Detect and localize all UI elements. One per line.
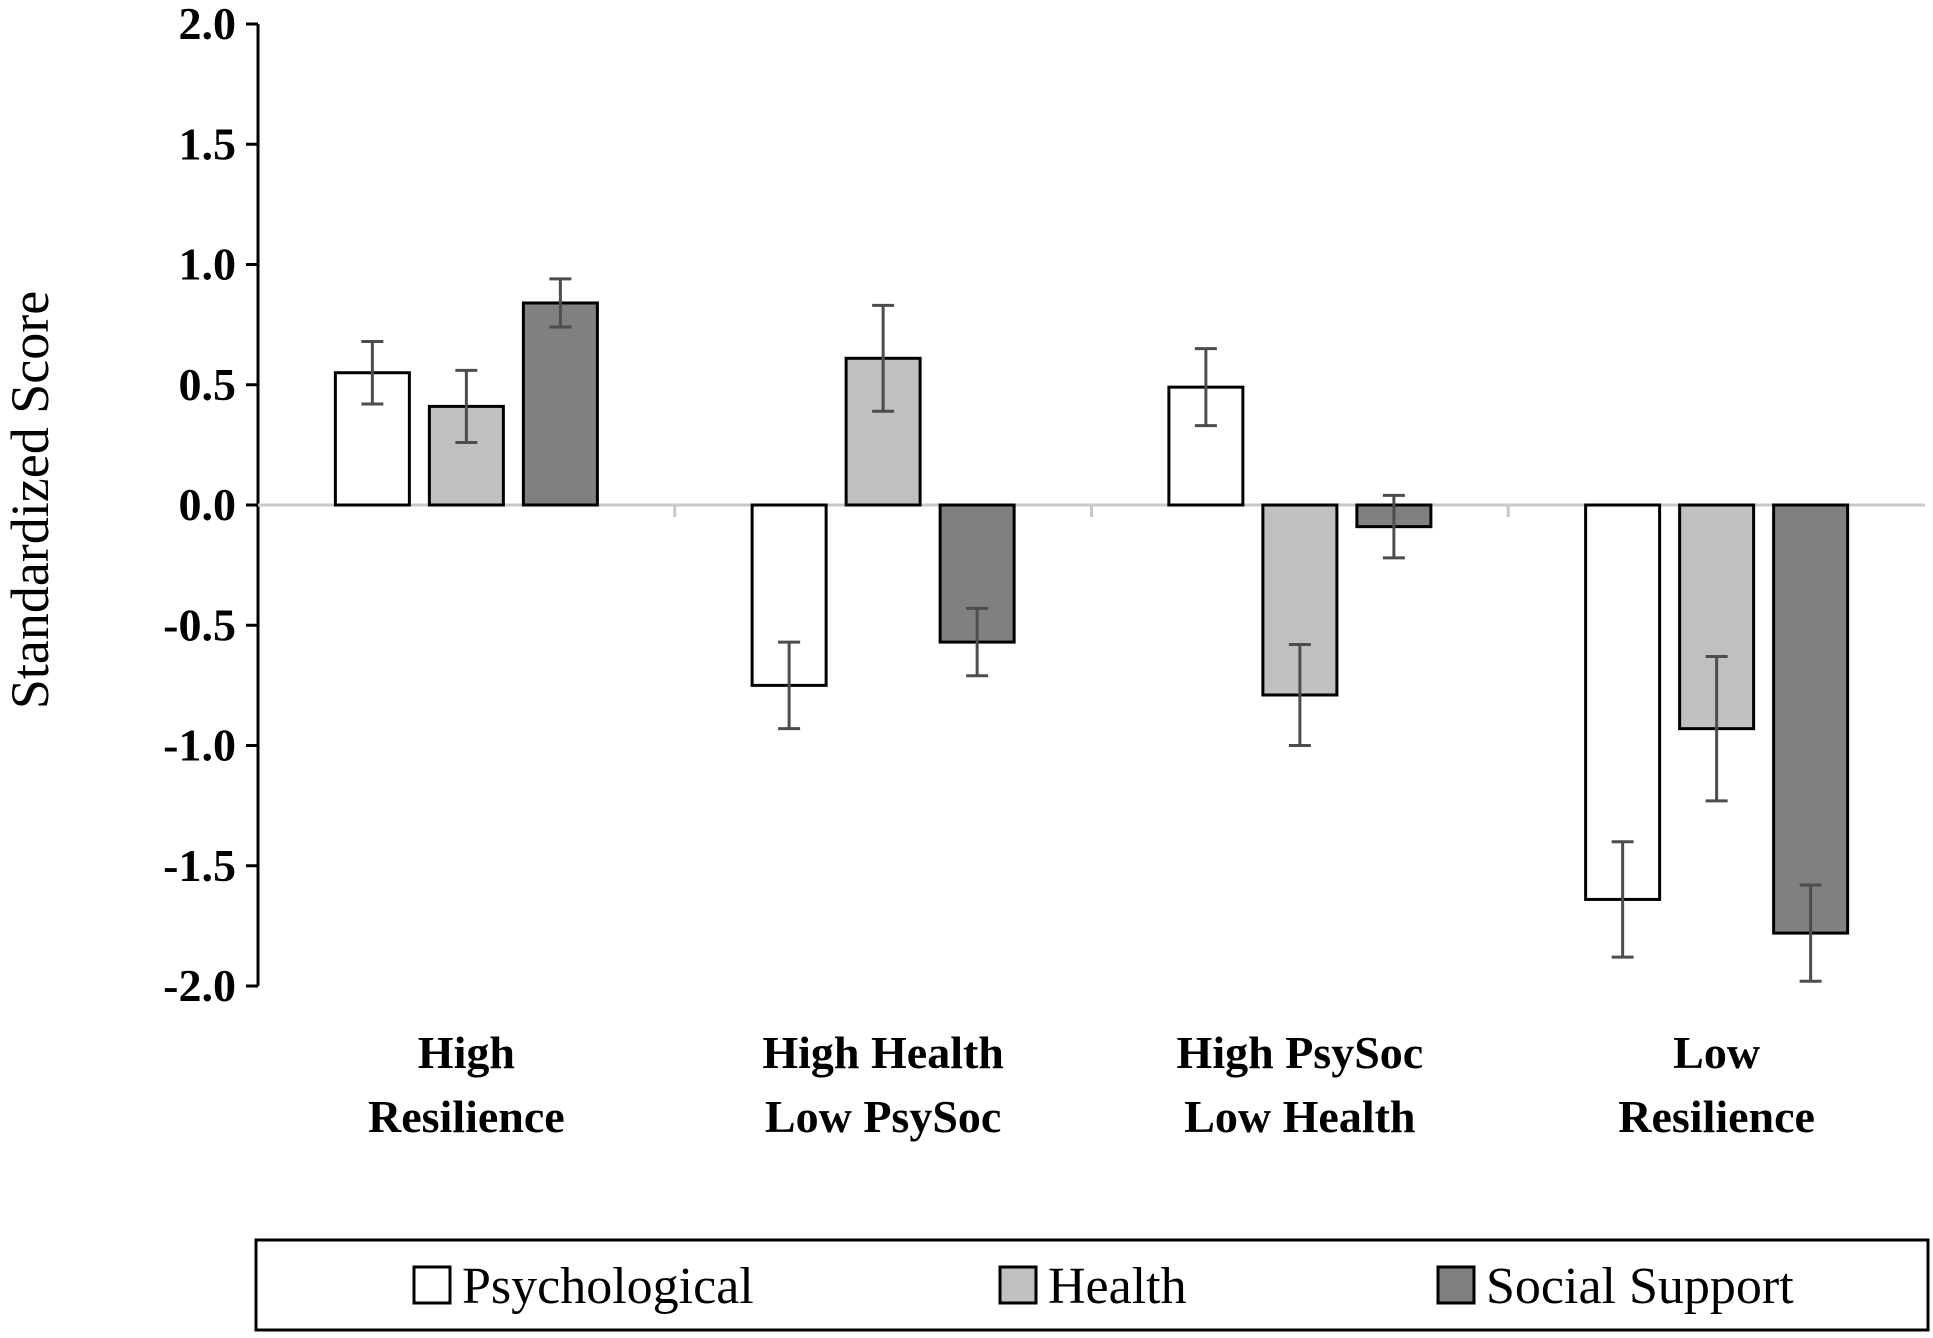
x-category-label: High — [418, 1027, 515, 1078]
bar-psychological — [1584, 503, 1662, 901]
y-tick-label: -0.5 — [163, 599, 236, 650]
y-tick-label: -1.0 — [163, 720, 236, 771]
legend-swatch — [998, 1265, 1038, 1305]
bar-social-support — [1772, 503, 1850, 935]
legend-swatch — [1436, 1265, 1476, 1305]
x-category-label: Low — [1673, 1027, 1760, 1078]
y-tick-label: 0.5 — [179, 359, 237, 410]
x-category-label: Resilience — [1618, 1091, 1815, 1142]
bar-health — [427, 404, 505, 507]
x-category-label: Resilience — [368, 1091, 565, 1142]
bar-psychological — [333, 371, 411, 507]
y-tick-label: 1.5 — [179, 118, 237, 169]
plot-area: 2.0 1.5 1.0 0.5 0.0 -0.5 -1.0 -1.5 -2.0 High Resil… — [163, 0, 1925, 1142]
legend-box — [254, 1238, 1930, 1332]
legend-label: Health — [1048, 1258, 1187, 1315]
x-category-label: High Health — [762, 1027, 1004, 1078]
y-tick-label: 2.0 — [179, 0, 237, 49]
legend: Psychological Health Social Support — [254, 1238, 1930, 1332]
y-tick-label: 0.0 — [179, 479, 237, 530]
y-axis-title: Standardized Score — [0, 291, 60, 709]
legend-label: Social Support — [1486, 1258, 1794, 1315]
y-tick-label: -1.5 — [163, 840, 236, 891]
y-tick-label: -2.0 — [163, 960, 236, 1011]
x-category-label: Low PsySoc — [765, 1091, 1001, 1142]
legend-label: Psychological — [462, 1258, 754, 1315]
bar-social-support — [521, 301, 599, 507]
x-category-label: Low Health — [1184, 1091, 1415, 1142]
x-category-label: High PsySoc — [1177, 1027, 1424, 1078]
legend-swatch — [412, 1265, 452, 1305]
y-tick-label: 1.0 — [179, 239, 237, 290]
